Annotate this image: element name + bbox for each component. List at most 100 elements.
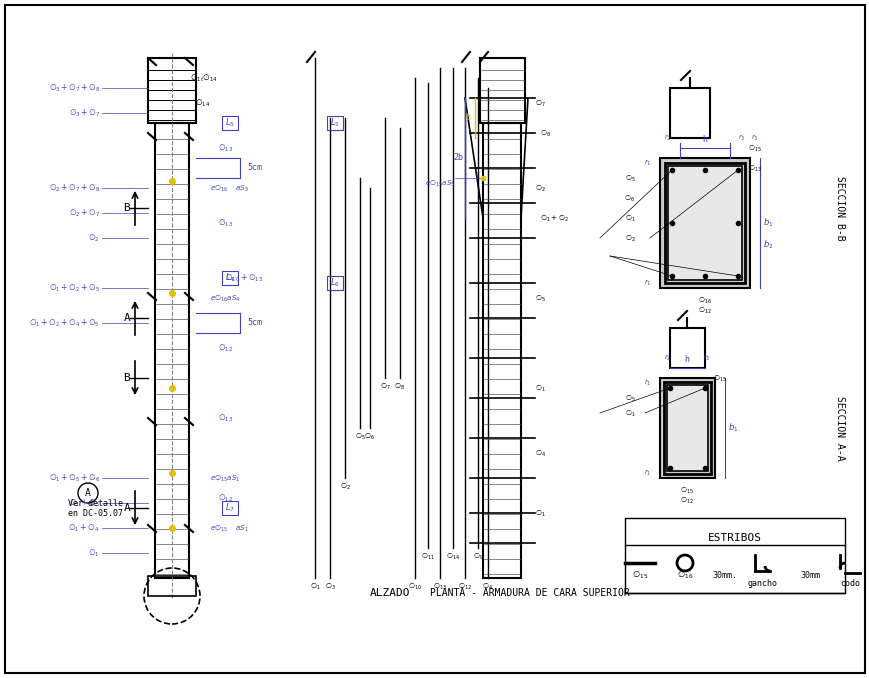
Text: $\varnothing_9$: $\varnothing_9$ xyxy=(472,551,483,561)
Text: $\varnothing_2$: $\varnothing_2$ xyxy=(534,182,545,194)
Text: $r_1$: $r_1$ xyxy=(644,378,651,388)
Text: 30mm: 30mm xyxy=(799,570,819,580)
Text: $\varnothing_{16}$: $\varnothing_{16}$ xyxy=(676,570,693,581)
Text: $e\varnothing_{16}$  $a S_3$: $e\varnothing_{16}$ $a S_3$ xyxy=(209,182,249,194)
Text: $\varnothing_{15}$: $\varnothing_{15}$ xyxy=(747,142,761,154)
Text: en DC-05.07: en DC-05.07 xyxy=(68,508,123,517)
Text: $\varnothing_{11}$: $\varnothing_{11}$ xyxy=(421,551,434,561)
Text: $\varnothing_{15}$: $\varnothing_{15}$ xyxy=(631,570,647,581)
Text: $\varnothing_{10}+\varnothing_{13}$: $\varnothing_{10}+\varnothing_{13}$ xyxy=(225,273,263,284)
Text: $\varnothing_{12}$: $\varnothing_{12}$ xyxy=(697,304,711,315)
Text: $r_1$: $r_1$ xyxy=(644,158,651,168)
Text: $\varnothing_3$: $\varnothing_3$ xyxy=(324,580,335,592)
Bar xyxy=(667,385,707,471)
Text: $\varnothing_{14}$: $\varnothing_{14}$ xyxy=(446,551,460,561)
Text: $\varnothing_7$: $\varnothing_7$ xyxy=(379,380,390,392)
Text: $\varnothing_{13}$: $\varnothing_{13}$ xyxy=(433,580,447,592)
Text: $\varnothing_{16}$: $\varnothing_{16}$ xyxy=(697,294,711,306)
Text: $\varnothing_1$: $\varnothing_1$ xyxy=(624,212,634,224)
Text: $e\varnothing_{16}a S_4$: $e\varnothing_{16}a S_4$ xyxy=(209,292,240,304)
Bar xyxy=(664,163,744,283)
Bar xyxy=(663,382,710,474)
Text: $\varnothing_5$: $\varnothing_5$ xyxy=(624,172,634,184)
Text: $\varnothing_2$: $\varnothing_2$ xyxy=(89,233,100,244)
Text: $\varnothing_1+\varnothing_5+\varnothing_6$: $\varnothing_1+\varnothing_5+\varnothing… xyxy=(49,473,100,483)
Text: $\varnothing_{13}$: $\varnothing_{13}$ xyxy=(218,217,233,228)
Text: $r_2$: $r_2$ xyxy=(663,353,671,363)
Text: $\varnothing_6$: $\varnothing_6$ xyxy=(624,193,634,203)
Text: A: A xyxy=(85,488,91,498)
Text: $\varnothing_1$: $\varnothing_1$ xyxy=(89,547,100,559)
Text: ALZADO: ALZADO xyxy=(369,588,410,598)
Text: $e\varnothing_{15}a S_5$: $e\varnothing_{15}a S_5$ xyxy=(424,178,454,188)
Text: $\varnothing_8$: $\varnothing_8$ xyxy=(394,380,405,392)
Text: $r_1$: $r_1$ xyxy=(644,278,651,288)
Text: $\varnothing_{12}$: $\varnothing_{12}$ xyxy=(218,342,233,354)
Text: 30mm.: 30mm. xyxy=(712,570,737,580)
Bar xyxy=(222,501,238,515)
Text: $r_1$: $r_1$ xyxy=(644,468,651,478)
Text: B: B xyxy=(123,373,130,383)
Text: $\varnothing_{14}$: $\varnothing_{14}$ xyxy=(195,97,210,108)
Text: $\varnothing_5$: $\varnothing_5$ xyxy=(355,431,365,441)
Text: $r_3$: $r_3$ xyxy=(738,133,745,143)
Bar xyxy=(624,518,844,593)
Text: $\varnothing_2+\varnothing_7$: $\varnothing_2+\varnothing_7$ xyxy=(69,207,100,219)
Text: $L_5$: $L_5$ xyxy=(329,117,340,129)
Text: $L_5$: $L_5$ xyxy=(225,117,235,129)
Bar xyxy=(482,123,521,578)
Text: B: B xyxy=(123,203,130,213)
Text: $\varnothing_1+\varnothing_5$: $\varnothing_1+\varnothing_5$ xyxy=(69,497,100,508)
Text: $b_1$: $b_1$ xyxy=(727,422,738,434)
Text: $\varnothing_{12}$: $\varnothing_{12}$ xyxy=(680,494,693,506)
Text: $\varnothing_{13}$: $\varnothing_{13}$ xyxy=(218,142,233,154)
Text: codo: codo xyxy=(839,578,859,588)
Text: A: A xyxy=(123,503,130,513)
Text: $\varnothing_2$: $\varnothing_2$ xyxy=(339,481,350,492)
Text: gancho: gancho xyxy=(747,578,777,588)
Text: SECCION A-A: SECCION A-A xyxy=(834,396,844,460)
Text: 5cm: 5cm xyxy=(247,163,262,172)
Text: $e\varnothing_{15}a S_1$: $e\varnothing_{15}a S_1$ xyxy=(209,473,240,483)
Text: $\varnothing_1+\varnothing_4$: $\varnothing_1+\varnothing_4$ xyxy=(69,522,100,534)
Text: $\varnothing_1+\varnothing_2$: $\varnothing_1+\varnothing_2$ xyxy=(540,212,568,224)
Text: h: h xyxy=(684,355,689,365)
Text: Ver detalle: Ver detalle xyxy=(68,498,123,508)
Bar xyxy=(222,271,238,285)
Text: h: h xyxy=(701,136,706,144)
Text: $\varnothing_4$: $\varnothing_4$ xyxy=(534,447,546,458)
Bar xyxy=(660,378,714,478)
Bar xyxy=(669,88,709,138)
Text: $L_6$: $L_6$ xyxy=(329,277,340,290)
Text: $\varnothing_{13}$: $\varnothing_{13}$ xyxy=(218,412,233,424)
Text: $\varnothing_{10}$: $\varnothing_{10}$ xyxy=(408,580,421,592)
Text: $b_2$: $b_2$ xyxy=(762,239,773,252)
Text: $L_7$: $L_7$ xyxy=(225,502,235,514)
Text: $r_2$: $r_2$ xyxy=(663,133,671,143)
Text: $\varnothing_{15}$: $\varnothing_{15}$ xyxy=(713,372,726,384)
Text: ESTRIBOS: ESTRIBOS xyxy=(707,533,761,543)
Bar xyxy=(155,123,189,578)
Text: 5cm: 5cm xyxy=(247,319,262,327)
Text: $\varnothing_{1t}\varnothing_{14}$: $\varnothing_{1t}\varnothing_{14}$ xyxy=(189,73,217,84)
Text: PLANTA - ARMADURA DE CARA SUPERIOR: PLANTA - ARMADURA DE CARA SUPERIOR xyxy=(429,588,629,598)
Text: $\varnothing_3+\varnothing_7$: $\varnothing_3+\varnothing_7$ xyxy=(69,107,100,119)
Text: $\varnothing_5$: $\varnothing_5$ xyxy=(534,292,545,304)
Text: 2b: 2b xyxy=(453,153,462,163)
Text: $\varnothing_3+\varnothing_7+\varnothing_8$: $\varnothing_3+\varnothing_7+\varnothing… xyxy=(49,82,100,94)
Bar xyxy=(148,576,196,596)
Bar xyxy=(669,328,704,368)
Text: $L_4$: $L_4$ xyxy=(225,272,235,284)
Text: $\varnothing_2+\varnothing_7+\varnothing_8$: $\varnothing_2+\varnothing_7+\varnothing… xyxy=(49,182,100,194)
Text: $\varnothing_6$: $\varnothing_6$ xyxy=(364,431,375,441)
Text: $\varnothing_8$: $\varnothing_8$ xyxy=(540,127,550,138)
Text: $\varnothing_1$: $\varnothing_1$ xyxy=(534,507,545,519)
Text: $\varnothing_1$: $\varnothing_1$ xyxy=(309,580,320,592)
Text: $\varnothing_1+\varnothing_2+\varnothing_4+\varnothing_5$: $\varnothing_1+\varnothing_2+\varnothing… xyxy=(30,317,100,329)
Text: $\varnothing_{13}$: $\varnothing_{13}$ xyxy=(747,163,761,174)
Text: $\varnothing_{12}$: $\varnothing_{12}$ xyxy=(218,492,233,504)
Bar xyxy=(148,58,196,123)
Text: $r_3$: $r_3$ xyxy=(702,353,710,363)
Text: b: b xyxy=(465,113,470,123)
Text: $\varnothing_7$: $\varnothing_7$ xyxy=(534,98,545,108)
